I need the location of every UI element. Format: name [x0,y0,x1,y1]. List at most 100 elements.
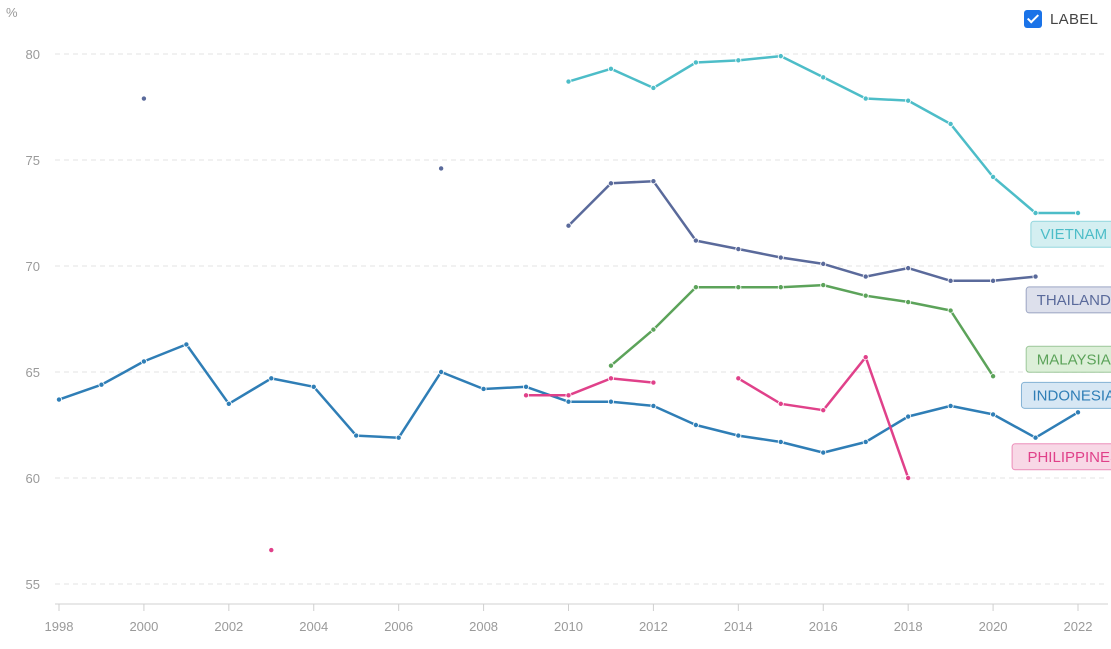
data-point-indonesia[interactable] [395,434,402,441]
data-point-philippines[interactable] [523,392,530,399]
data-point-vietnam[interactable] [565,78,572,85]
label-toggle-checkbox[interactable]: LABEL [1024,10,1098,28]
data-point-philippines[interactable] [735,375,742,382]
data-point-thailand[interactable] [565,222,572,229]
data-point-indonesia[interactable] [353,432,360,439]
data-point-thailand[interactable] [947,277,954,284]
data-point-thailand[interactable] [650,178,657,185]
data-point-malaysia[interactable] [862,292,869,299]
data-point-philippines[interactable] [905,474,912,481]
data-point-malaysia[interactable] [777,284,784,291]
data-point-indonesia[interactable] [820,449,827,456]
data-point-vietnam[interactable] [735,57,742,64]
x-tick-label: 1998 [45,619,74,634]
series-label-box [1025,286,1111,314]
data-point-indonesia[interactable] [56,396,63,403]
data-point-thailand[interactable] [140,95,147,102]
data-point-indonesia[interactable] [310,383,317,390]
data-point-malaysia[interactable] [692,284,699,291]
data-point-malaysia[interactable] [607,362,614,369]
data-point-philippines[interactable] [565,392,572,399]
x-tick-label: 2016 [809,619,838,634]
data-point-vietnam[interactable] [692,59,699,66]
data-point-vietnam[interactable] [777,53,784,60]
y-tick-label: 55 [26,577,40,592]
series-label-box [1025,345,1111,373]
data-point-indonesia[interactable] [1075,409,1082,416]
data-point-thailand[interactable] [735,246,742,253]
data-point-indonesia[interactable] [268,375,275,382]
data-point-malaysia[interactable] [990,373,997,380]
data-point-indonesia[interactable] [438,368,445,375]
data-point-vietnam[interactable] [820,74,827,81]
series-label-text: INDONESIA [1032,387,1111,404]
data-point-indonesia[interactable] [777,438,784,445]
series-philippines [268,354,912,554]
data-point-philippines[interactable] [607,375,614,382]
series-label-vietnam: VIETNAM [1030,220,1111,248]
data-point-malaysia[interactable] [650,326,657,333]
data-point-malaysia[interactable] [947,307,954,314]
data-point-malaysia[interactable] [820,282,827,289]
data-point-vietnam[interactable] [990,173,997,180]
series-label-indonesia: INDONESIA [1020,381,1111,409]
data-point-thailand[interactable] [777,254,784,261]
data-point-vietnam[interactable] [1032,209,1039,216]
data-point-vietnam[interactable] [1075,209,1082,216]
x-tick-label: 2002 [214,619,243,634]
data-point-indonesia[interactable] [225,400,232,407]
data-point-indonesia[interactable] [947,402,954,409]
data-point-indonesia[interactable] [650,402,657,409]
data-point-indonesia[interactable] [1032,434,1039,441]
data-point-indonesia[interactable] [607,398,614,405]
data-point-vietnam[interactable] [905,97,912,104]
data-point-indonesia[interactable] [480,385,487,392]
x-axis-ticks: 1998 2000 2002 2004 2006 2008 2010 2012 2014 2016… [45,604,1093,634]
data-point-malaysia[interactable] [735,284,742,291]
data-point-malaysia[interactable] [905,299,912,306]
series-line-philippines [737,355,910,480]
data-point-thailand[interactable] [1032,273,1039,280]
data-point-thailand[interactable] [820,260,827,267]
x-tick-label: 2020 [979,619,1008,634]
x-tick-label: 2000 [129,619,158,634]
data-point-indonesia[interactable] [905,413,912,420]
y-tick-label: 60 [26,471,40,486]
data-point-thailand[interactable] [607,180,614,187]
series-label-text: THAILAND [1037,292,1111,309]
series-group [56,53,1082,554]
data-point-thailand[interactable] [438,165,445,172]
data-point-indonesia[interactable] [565,398,572,405]
series-line-indonesia [57,343,1080,454]
series-indonesia [56,341,1082,456]
data-point-indonesia[interactable] [735,432,742,439]
series-malaysia [607,282,997,380]
data-point-indonesia[interactable] [523,383,530,390]
data-point-thailand[interactable] [862,273,869,280]
y-tick-label: 70 [26,259,40,274]
data-point-vietnam[interactable] [947,120,954,127]
data-point-indonesia[interactable] [183,341,190,348]
data-point-vietnam[interactable] [607,65,614,72]
data-point-indonesia[interactable] [862,438,869,445]
data-point-philippines[interactable] [268,547,275,554]
data-point-indonesia[interactable] [692,421,699,428]
data-point-indonesia[interactable] [98,381,105,388]
x-tick-label: 2022 [1064,619,1093,634]
checkbox-checked-icon[interactable] [1024,10,1042,28]
series-labels: VIETNAM THAILAND MALAYSIA INDONESIA PHILIPPI… [1011,220,1111,471]
data-point-vietnam[interactable] [862,95,869,102]
data-point-vietnam[interactable] [650,84,657,91]
data-point-philippines[interactable] [820,407,827,414]
series-label-text: MALAYSIA [1037,351,1111,368]
data-point-indonesia[interactable] [990,411,997,418]
data-point-thailand[interactable] [692,237,699,244]
data-point-thailand[interactable] [905,265,912,272]
y-tick-label: 75 [26,153,40,168]
data-point-philippines[interactable] [777,400,784,407]
data-point-philippines[interactable] [862,354,869,361]
data-point-thailand[interactable] [990,277,997,284]
data-point-philippines[interactable] [650,379,657,386]
series-label-philippines: PHILIPPINES [1011,443,1111,471]
data-point-indonesia[interactable] [140,358,147,365]
